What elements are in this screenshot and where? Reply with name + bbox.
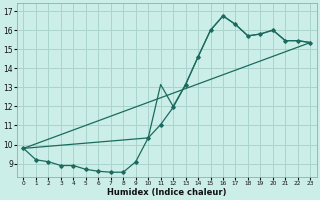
X-axis label: Humidex (Indice chaleur): Humidex (Indice chaleur) <box>107 188 227 197</box>
